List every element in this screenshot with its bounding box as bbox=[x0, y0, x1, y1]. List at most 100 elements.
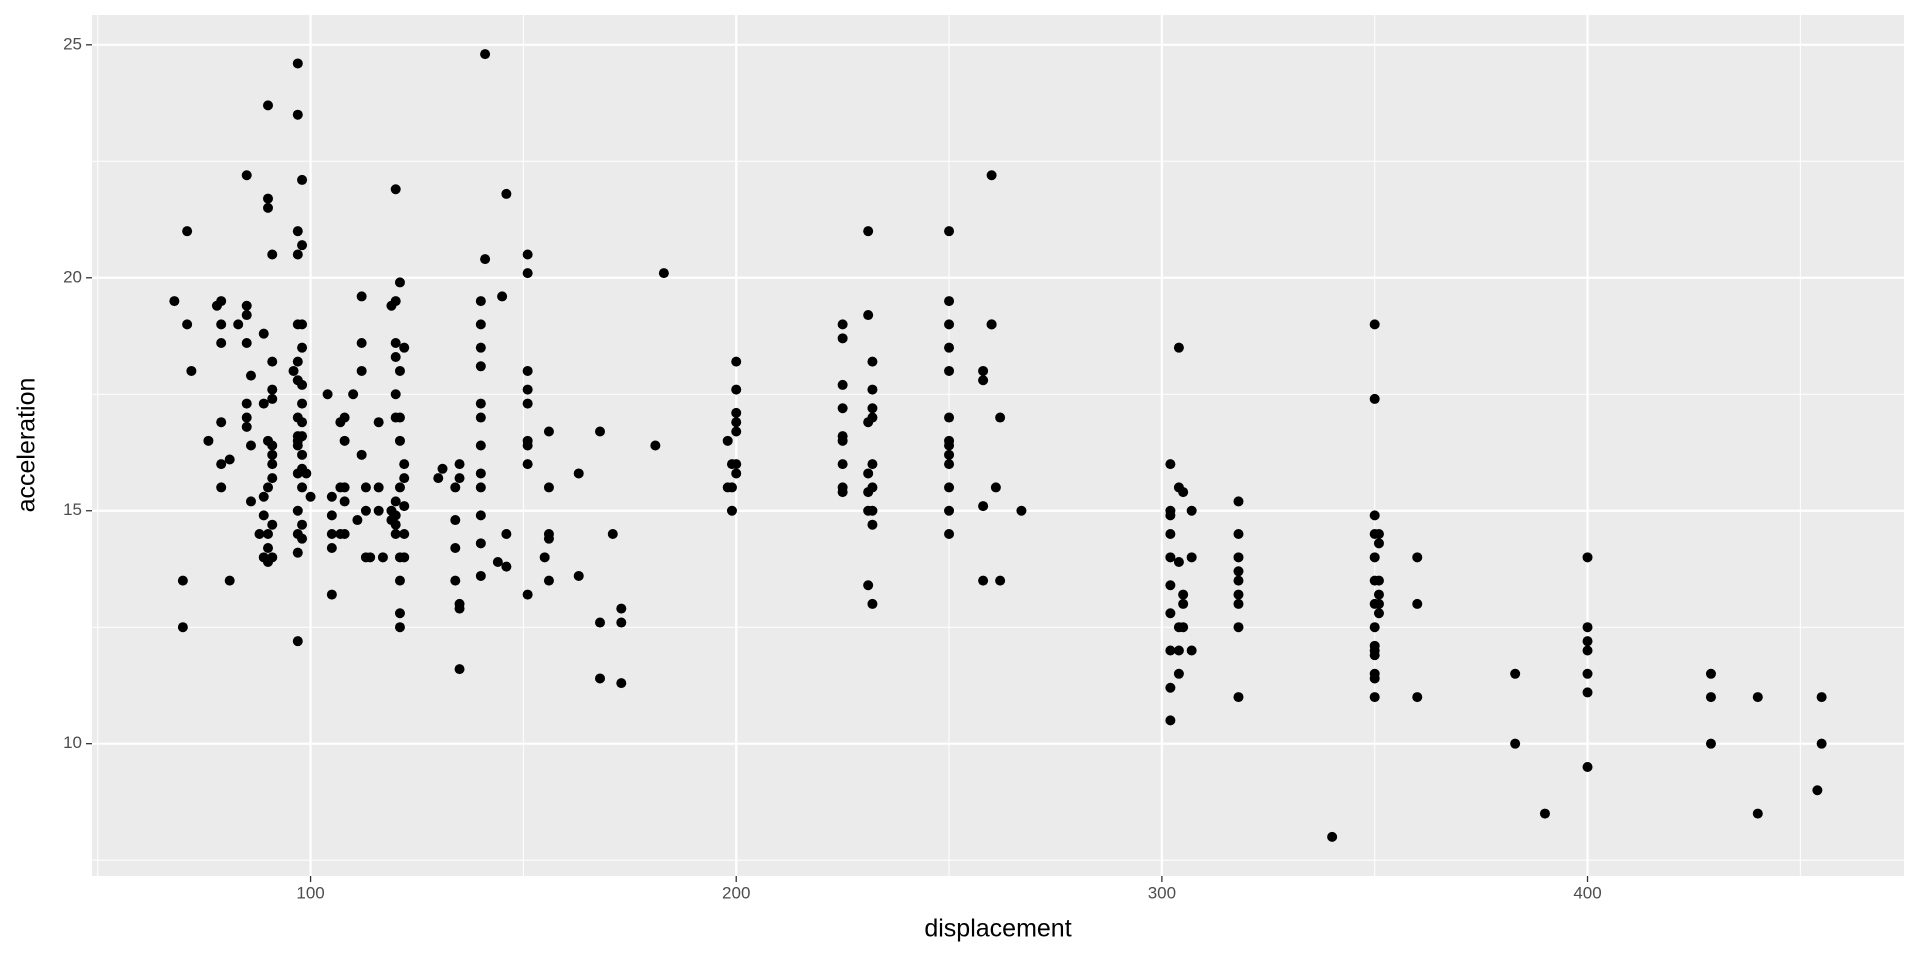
point bbox=[986, 319, 997, 330]
point bbox=[1369, 510, 1380, 521]
point bbox=[616, 603, 627, 614]
point bbox=[365, 552, 376, 563]
grid bbox=[92, 15, 1904, 876]
point bbox=[1582, 622, 1593, 633]
point bbox=[254, 529, 265, 540]
point bbox=[390, 389, 401, 400]
point bbox=[1369, 552, 1380, 563]
point bbox=[258, 328, 269, 339]
point bbox=[454, 473, 465, 484]
point bbox=[1178, 622, 1189, 633]
point bbox=[1233, 529, 1244, 540]
point bbox=[258, 398, 269, 409]
point bbox=[288, 365, 299, 376]
point bbox=[1173, 645, 1184, 656]
point bbox=[241, 412, 252, 423]
point bbox=[837, 435, 848, 446]
point bbox=[616, 678, 627, 689]
point bbox=[356, 338, 367, 348]
point bbox=[480, 254, 491, 265]
point bbox=[616, 617, 627, 628]
point bbox=[1233, 566, 1244, 577]
point bbox=[394, 412, 405, 423]
point bbox=[394, 365, 405, 376]
point bbox=[390, 351, 401, 362]
point bbox=[867, 482, 878, 493]
point bbox=[944, 440, 955, 451]
point bbox=[169, 296, 180, 307]
point bbox=[986, 170, 997, 181]
point bbox=[1165, 459, 1176, 470]
point bbox=[1165, 510, 1176, 521]
point bbox=[267, 249, 278, 260]
point bbox=[258, 491, 269, 502]
point bbox=[543, 426, 554, 437]
point bbox=[1165, 715, 1176, 726]
point bbox=[1178, 589, 1189, 600]
point bbox=[394, 575, 405, 586]
point bbox=[978, 365, 989, 376]
point bbox=[356, 449, 367, 460]
point bbox=[497, 291, 508, 302]
point bbox=[1165, 608, 1176, 619]
point bbox=[241, 310, 252, 321]
point bbox=[480, 49, 491, 60]
point bbox=[1186, 505, 1197, 516]
point bbox=[258, 510, 269, 521]
point bbox=[726, 482, 737, 493]
point bbox=[867, 505, 878, 516]
point bbox=[658, 268, 669, 279]
point bbox=[492, 556, 503, 567]
point bbox=[216, 338, 227, 348]
point bbox=[475, 538, 486, 549]
point bbox=[475, 510, 486, 521]
point bbox=[1816, 692, 1827, 703]
point bbox=[216, 482, 227, 493]
point bbox=[944, 412, 955, 423]
point bbox=[216, 459, 227, 470]
point bbox=[1165, 682, 1176, 693]
point bbox=[241, 170, 252, 181]
point bbox=[1173, 668, 1184, 679]
point bbox=[394, 608, 405, 619]
point bbox=[837, 333, 848, 344]
point bbox=[837, 319, 848, 330]
point bbox=[326, 491, 337, 502]
point bbox=[394, 277, 405, 288]
point bbox=[944, 342, 955, 353]
point bbox=[475, 342, 486, 353]
point bbox=[360, 505, 371, 516]
point bbox=[292, 440, 303, 451]
point bbox=[607, 529, 618, 540]
point bbox=[837, 459, 848, 470]
point bbox=[326, 543, 337, 553]
point bbox=[348, 389, 359, 400]
point bbox=[1173, 342, 1184, 353]
point bbox=[501, 529, 512, 540]
point bbox=[475, 412, 486, 423]
point bbox=[241, 398, 252, 409]
point bbox=[399, 342, 410, 353]
point bbox=[1178, 487, 1189, 498]
point bbox=[390, 529, 401, 540]
point bbox=[450, 515, 461, 526]
point bbox=[944, 505, 955, 516]
point bbox=[944, 296, 955, 307]
point bbox=[1369, 692, 1380, 703]
point bbox=[224, 575, 235, 586]
point bbox=[241, 421, 252, 432]
point bbox=[1369, 393, 1380, 404]
point bbox=[1233, 552, 1244, 563]
point bbox=[450, 482, 461, 493]
point bbox=[177, 622, 188, 633]
point bbox=[944, 365, 955, 376]
point bbox=[216, 296, 227, 307]
point bbox=[1816, 738, 1827, 749]
y-tick-label: 15 bbox=[63, 500, 82, 519]
point bbox=[373, 417, 384, 428]
x-tick-label: 400 bbox=[1573, 883, 1601, 902]
point bbox=[731, 417, 742, 428]
point bbox=[475, 361, 486, 372]
point bbox=[203, 435, 214, 446]
